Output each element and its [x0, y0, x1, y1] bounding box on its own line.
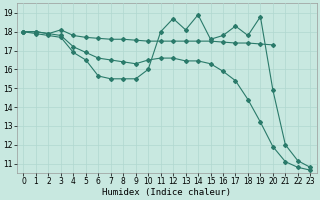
X-axis label: Humidex (Indice chaleur): Humidex (Indice chaleur): [102, 188, 231, 197]
